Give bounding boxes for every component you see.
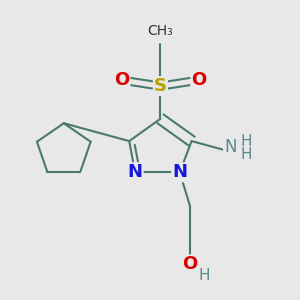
Text: H: H xyxy=(241,134,252,148)
Text: S: S xyxy=(154,77,167,95)
Text: O: O xyxy=(182,255,198,273)
Text: O: O xyxy=(191,71,207,89)
Text: CH₃: CH₃ xyxy=(148,24,173,38)
Text: N: N xyxy=(172,163,187,181)
Text: H: H xyxy=(241,147,252,162)
Text: O: O xyxy=(114,71,129,89)
Text: N: N xyxy=(128,163,142,181)
Text: H: H xyxy=(199,268,210,283)
Text: N: N xyxy=(224,138,236,156)
